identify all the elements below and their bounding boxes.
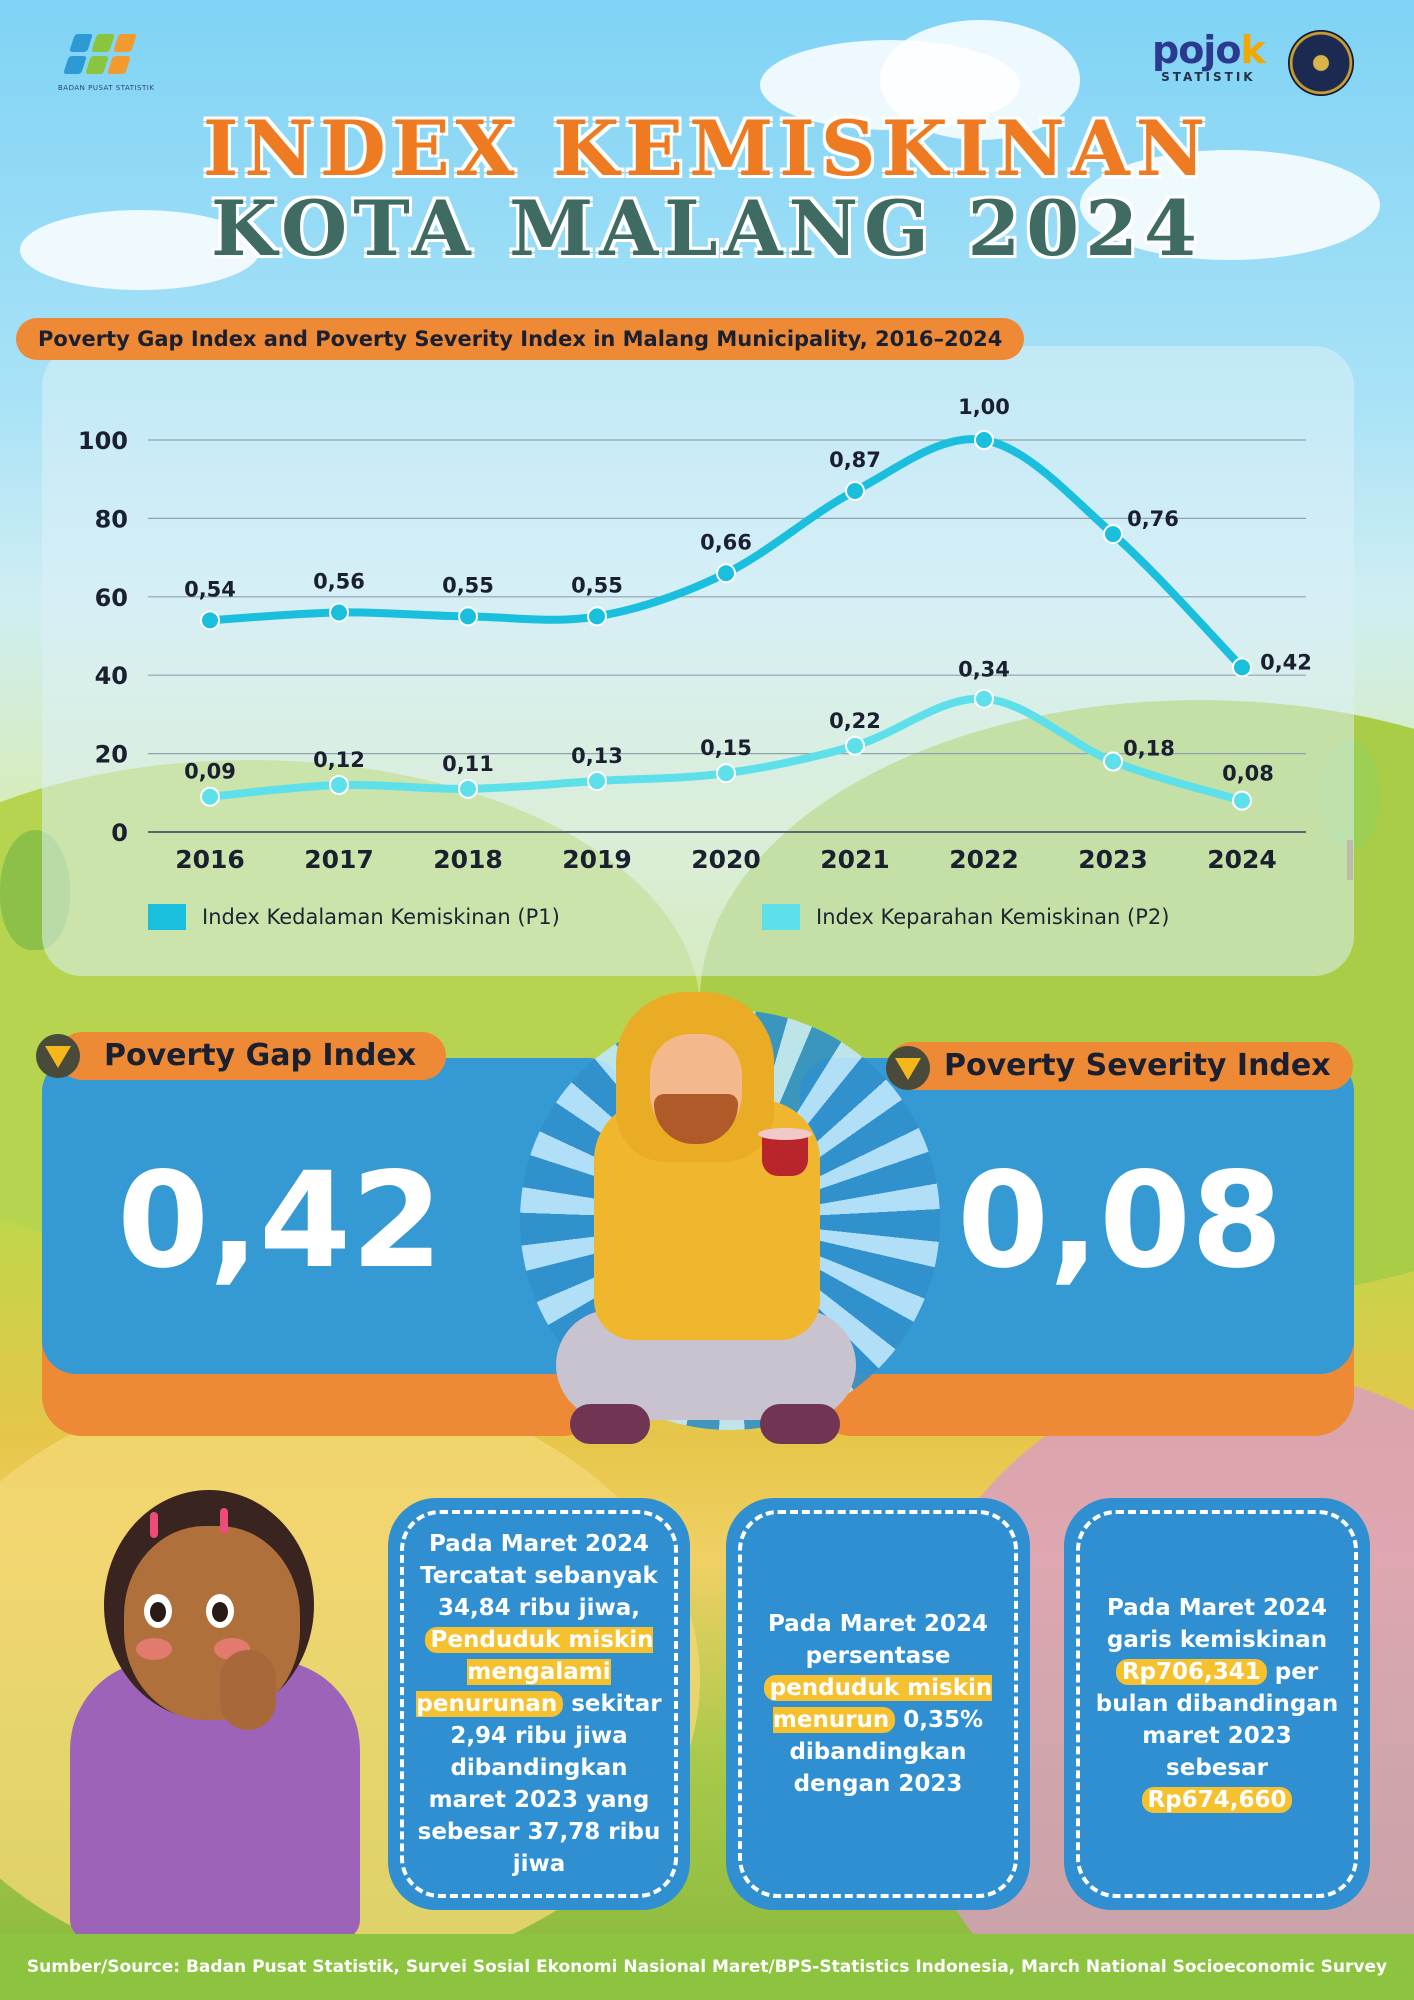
y-tick-label: 0	[111, 819, 128, 847]
data-point	[716, 763, 736, 784]
data-label: 0,12	[313, 748, 365, 772]
data-label: 0,56	[313, 569, 365, 593]
data-point	[200, 786, 220, 807]
data-label: 0,13	[571, 744, 623, 768]
info-text: per bulan dibandingan maret 2023 sebesar	[1095, 1659, 1339, 1781]
cloud	[880, 20, 1080, 140]
info-text: Pada Maret 2024 garis kemiskinan	[1106, 1595, 1328, 1653]
pojok-word: pojo	[1152, 28, 1241, 72]
pojok-subtitle: STATISTIK	[1161, 70, 1256, 84]
data-label: 0,55	[442, 573, 494, 597]
severity-index-value: 0,08	[957, 1144, 1283, 1298]
x-tick-label: 2024	[1207, 845, 1277, 874]
legend-swatch-p2	[762, 904, 800, 930]
x-tick-label: 2017	[304, 845, 374, 874]
data-label: 0,09	[184, 760, 236, 784]
data-point	[329, 774, 349, 795]
triangle-down-icon	[36, 1034, 80, 1078]
info-card-population: Pada Maret 2024 Tercatat sebanyak 34,84 …	[388, 1498, 690, 1910]
x-tick-label: 2021	[820, 845, 890, 874]
triangle-down-icon	[886, 1046, 930, 1090]
data-point	[329, 602, 349, 623]
severity-index-label: Poverty Severity Index	[888, 1042, 1353, 1090]
data-label: 0,55	[571, 573, 623, 597]
source-text: Sumber/Source: Badan Pusat Statistik, Su…	[26, 1957, 1388, 1977]
info-card-percentage: Pada Maret 2024 persentase penduduk misk…	[726, 1498, 1030, 1910]
series-line-1	[206, 435, 1246, 672]
chart-title: Poverty Gap Index and Poverty Severity I…	[16, 318, 1025, 360]
data-point	[974, 430, 994, 450]
pojok-statistik-logo: pojok STATISTIK	[1152, 28, 1266, 84]
legend-label-p2: Index Keparahan Kemiskinan (P2)	[816, 905, 1170, 929]
x-tick-label: 2018	[433, 845, 503, 874]
cloud	[20, 210, 260, 290]
university-seal-icon	[1288, 30, 1354, 96]
data-point	[716, 563, 736, 584]
gap-index-value: 0,42	[117, 1144, 443, 1298]
bps-logo: BADAN PUSAT STATISTIK	[58, 28, 154, 98]
x-tick-label: 2020	[691, 845, 761, 874]
data-point	[587, 606, 607, 627]
line-chart: 0 20 40 60 80 100 2016 2017 2018 2019 2020 2021 2022…	[78, 395, 1312, 874]
info-highlight: Rp674,660	[1141, 1787, 1293, 1813]
legend-p1: Index Kedalaman Kemiskinan (P1)	[148, 904, 560, 930]
legend-swatch-p1	[148, 904, 186, 930]
x-tick-label: 2016	[175, 845, 245, 874]
x-tick-label: 2022	[949, 845, 1019, 874]
legend-label-p1: Index Kedalaman Kemiskinan (P1)	[202, 905, 560, 929]
data-point	[845, 735, 865, 756]
data-point	[1232, 790, 1252, 811]
data-label: 0,08	[1222, 762, 1274, 786]
data-point	[974, 688, 994, 709]
data-label: 0,34	[958, 658, 1010, 682]
y-tick-label: 20	[95, 741, 128, 769]
main-title-line-1: INDEX KEMISKINAN	[202, 104, 1212, 193]
cloud	[1080, 150, 1380, 260]
main-title-line-2: KOTA MALANG 2024	[211, 184, 1203, 273]
data-label: 0,42	[1260, 650, 1312, 674]
info-text: Pada Maret 2024 persentase	[767, 1611, 989, 1669]
data-label: 0,87	[829, 448, 881, 472]
data-point	[458, 778, 478, 799]
info-card-poverty-line: Pada Maret 2024 garis kemiskinan Rp706,3…	[1064, 1498, 1370, 1910]
pojok-word-k: k	[1240, 28, 1265, 72]
source-footer: Sumber/Source: Badan Pusat Statistik, Su…	[0, 1934, 1414, 2000]
info-text: Pada Maret 2024 Tercatat sebanyak 34,84 …	[420, 1531, 658, 1621]
chart-panel	[42, 346, 1354, 976]
info-text: 0,35% dibandingkan dengan 2023	[789, 1707, 984, 1797]
y-tick-label: 100	[78, 427, 128, 455]
info-text: sekitar 2,94 ribu jiwa dibandingkan mare…	[417, 1691, 662, 1877]
data-label: 0,18	[1123, 736, 1175, 760]
y-tick-label: 60	[95, 584, 128, 612]
data-label: 0,76	[1127, 507, 1179, 531]
data-point	[1103, 524, 1123, 545]
y-tick-label: 80	[95, 505, 128, 533]
data-point	[1232, 657, 1252, 678]
data-point	[458, 606, 478, 627]
data-label: 1,00	[958, 395, 1010, 419]
data-label: 0,22	[829, 709, 881, 733]
bps-caption: BADAN PUSAT STATISTIK	[58, 84, 155, 92]
data-label: 0,66	[700, 530, 752, 554]
data-point	[845, 480, 865, 501]
y-tick-label: 40	[95, 662, 128, 690]
gap-index-label: Poverty Gap Index	[58, 1032, 447, 1080]
data-label: 0,15	[700, 736, 752, 760]
data-point	[587, 771, 607, 792]
x-tick-label: 2023	[1078, 845, 1148, 874]
x-tick-label: 2019	[562, 845, 632, 874]
legend-p2: Index Keparahan Kemiskinan (P2)	[762, 904, 1169, 930]
data-label: 0,54	[184, 577, 236, 601]
data-point	[200, 610, 220, 631]
data-label: 0,11	[442, 752, 494, 776]
data-point	[1103, 751, 1123, 772]
info-highlight: Rp706,341	[1115, 1659, 1267, 1685]
